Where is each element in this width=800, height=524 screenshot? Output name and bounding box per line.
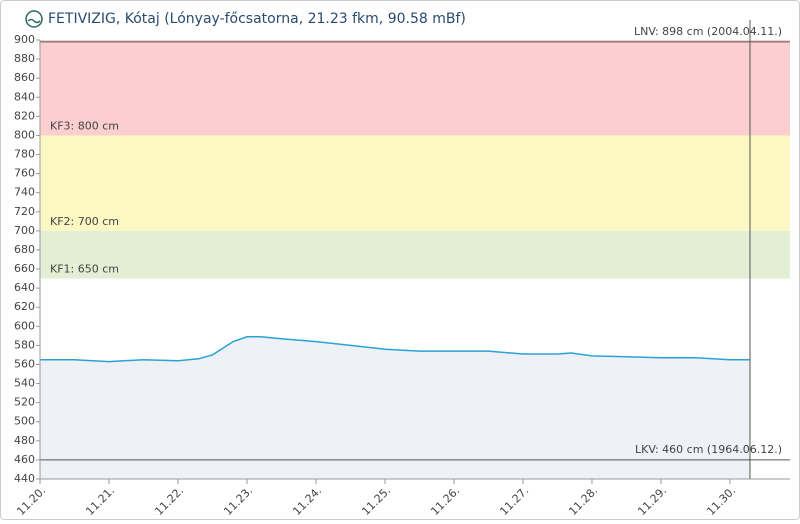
plot: KF1: 650 cm KF2: 700 cm KF3: 800 cm LNV: 89… — [14, 20, 790, 518]
y-tick-label: 640 — [14, 281, 35, 294]
y-tick-label: 660 — [14, 262, 35, 275]
threshold-band — [40, 135, 790, 231]
y-tick-label: 440 — [14, 472, 35, 485]
band-label: KF3: 800 cm — [50, 119, 119, 132]
y-tick-label: 760 — [14, 167, 35, 180]
logo — [25, 10, 43, 28]
y-tick-label: 740 — [14, 186, 35, 199]
y-tick-label: 460 — [14, 453, 35, 466]
chart-title: FETIVIZIG, Kótaj (Lónyay-főcsatorna, 21.… — [48, 11, 466, 27]
y-tick-label: 840 — [14, 90, 35, 103]
y-tick-label: 700 — [14, 224, 35, 237]
area — [40, 336, 750, 479]
reference-label: LKV: 460 cm (1964.06.12.) — [635, 443, 782, 456]
y-tick-label: 480 — [14, 434, 35, 447]
y-tick-label: 620 — [14, 300, 35, 313]
y-tick-label: 860 — [14, 71, 35, 84]
line — [40, 336, 750, 363]
band-label: KF1: 650 cm — [50, 263, 119, 276]
threshold-band — [40, 230, 790, 279]
threshold-band — [40, 40, 790, 136]
y-tick-label: 800 — [14, 128, 35, 141]
y-tick-label: 580 — [14, 338, 35, 351]
y-tick-label: 600 — [14, 319, 35, 332]
y-tick-label: 780 — [14, 148, 35, 161]
reference-label: LNV: 898 cm (2004.04.11.) — [634, 25, 782, 38]
y-tick-label: 900 — [14, 33, 35, 46]
y-tick-label: 540 — [14, 377, 35, 390]
y-tick-label: 680 — [14, 243, 35, 256]
y-tick-label: 520 — [14, 396, 35, 409]
y-tick-label: 820 — [14, 109, 35, 122]
y-tick-label: 500 — [14, 415, 35, 428]
logo-wave — [27, 18, 41, 24]
y-tick-label: 560 — [14, 357, 35, 370]
y-tick-label: 880 — [14, 52, 35, 65]
y-tick-label: 720 — [14, 205, 35, 218]
band-label: KF2: 700 cm — [50, 215, 119, 228]
